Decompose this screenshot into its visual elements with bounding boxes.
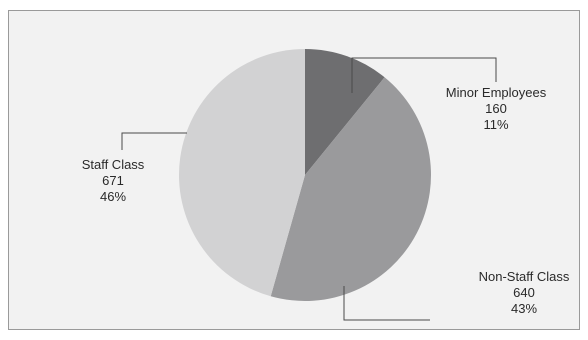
pie-slice-staff-class: [178, 49, 305, 297]
label-non-staff-class-name: Non-Staff Class: [479, 269, 570, 284]
leader-line-minor-employees: [351, 57, 497, 93]
leader-lines: [121, 57, 497, 321]
label-minor-employees-name: Minor Employees: [446, 85, 547, 100]
label-non-staff-class-value: 640: [513, 285, 535, 300]
label-minor-employees-value: 160: [485, 101, 507, 116]
pie-slice-non-staff-class: [270, 77, 431, 302]
label-staff-class-value: 671: [102, 173, 124, 188]
pie-slice-minor-employees: [305, 49, 385, 175]
label-minor-employees-percent: 11%: [483, 117, 508, 132]
leader-line-non-staff-class: [343, 286, 430, 321]
pie-slices: [178, 49, 431, 302]
label-non-staff-class-percent: 43%: [511, 301, 537, 316]
label-staff-class-percent: 46%: [100, 189, 126, 204]
leader-line-staff-class: [121, 132, 187, 150]
label-staff-class-name: Staff Class: [82, 157, 145, 172]
